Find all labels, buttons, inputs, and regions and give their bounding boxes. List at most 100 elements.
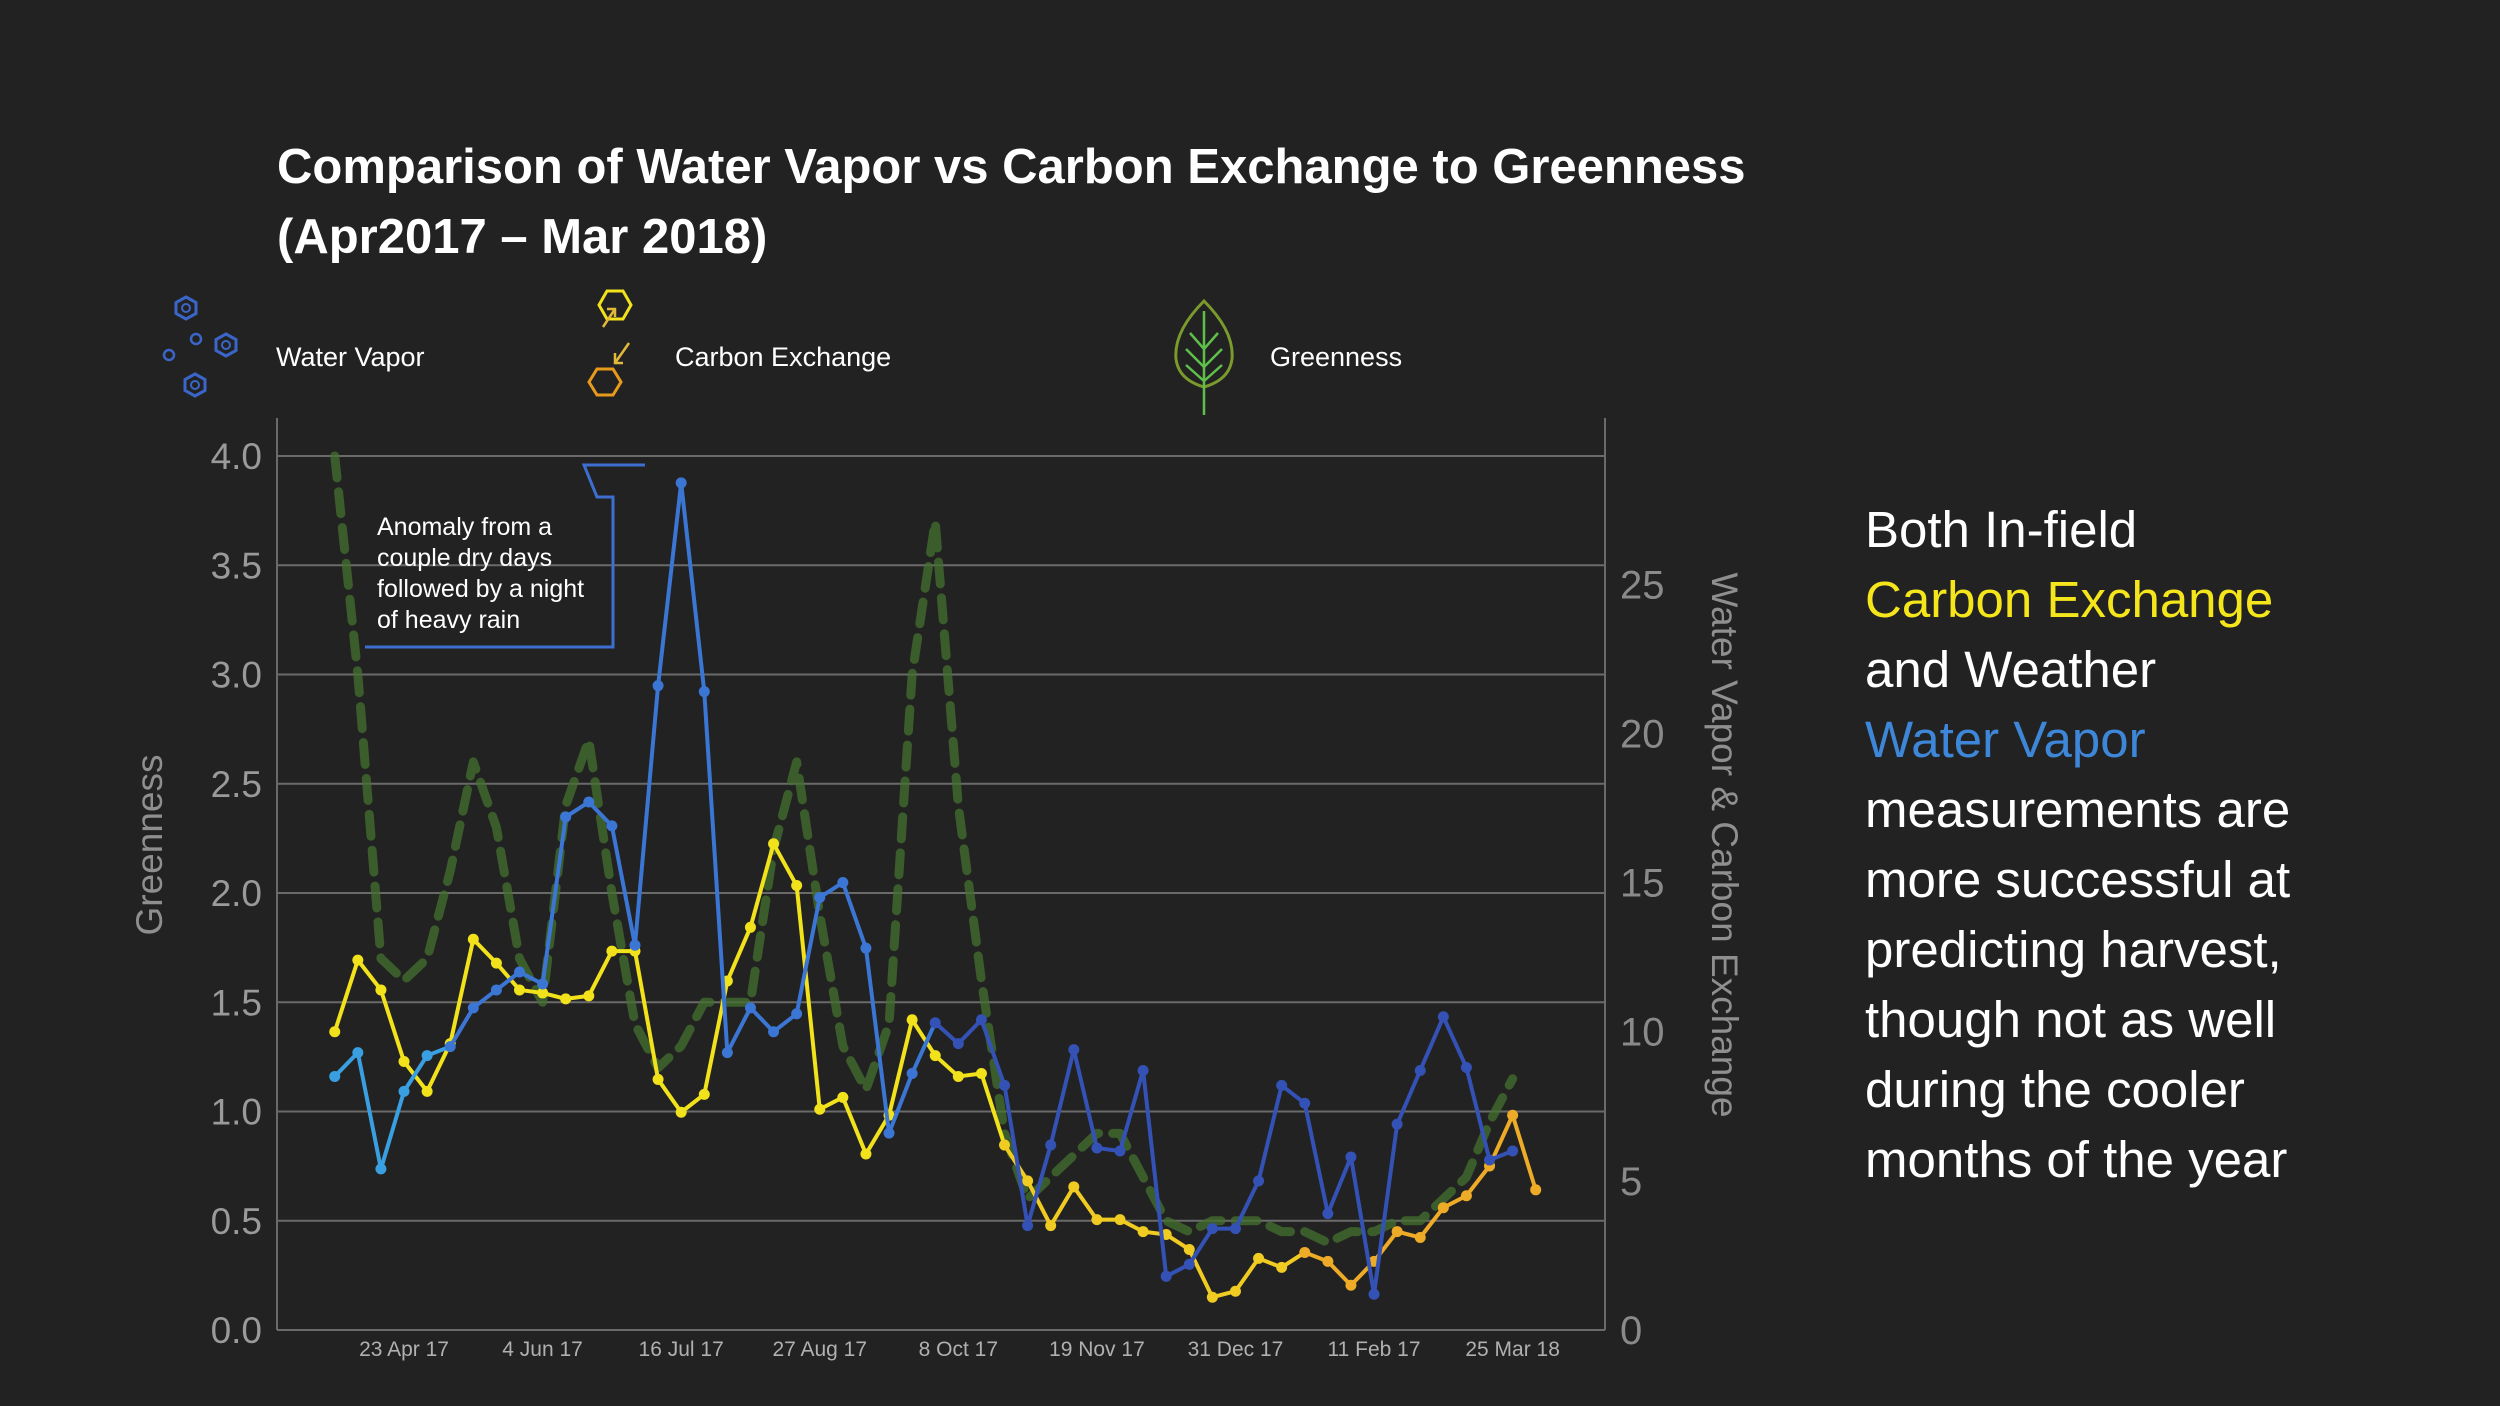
water-vapor-segment bbox=[1071, 1047, 1099, 1151]
annotation: Anomaly from a couple dry days followed … bbox=[365, 463, 645, 649]
water-vapor-segment bbox=[1464, 1065, 1492, 1162]
left-tick-label: 3.0 bbox=[211, 655, 262, 696]
carbon-exchange-point bbox=[837, 1091, 849, 1103]
water-vapor-point bbox=[1276, 1079, 1288, 1091]
water-vapor-point bbox=[1507, 1145, 1519, 1157]
water-vapor-segment bbox=[1418, 1014, 1446, 1073]
carbon-exchange-point bbox=[999, 1139, 1011, 1151]
side-note-line-7: predicting harvest, bbox=[1865, 921, 2282, 978]
water-vapor-point bbox=[675, 477, 687, 489]
water-vapor-segment bbox=[1141, 1068, 1169, 1279]
water-vapor-point bbox=[629, 939, 641, 951]
carbon-exchange-segment bbox=[840, 1095, 868, 1157]
water-vapor-point bbox=[1322, 1208, 1334, 1220]
right-axis-title: Water Vapor & Carbon Exchange bbox=[1704, 572, 1745, 1117]
right-tick-label: 0 bbox=[1620, 1309, 1642, 1353]
left-tick-label: 0.5 bbox=[211, 1201, 262, 1242]
legend-item-greenness: Greenness bbox=[1170, 298, 1470, 415]
water-vapor-segment bbox=[979, 1017, 1007, 1088]
water-vapor-segment bbox=[1117, 1068, 1146, 1154]
water-vapor-point bbox=[1114, 1145, 1126, 1157]
water-vapor-point bbox=[1229, 1223, 1241, 1235]
water-vapor-point bbox=[352, 1047, 364, 1059]
carbon-exchange-point bbox=[1229, 1285, 1241, 1297]
carbon-exchange-point bbox=[1460, 1190, 1472, 1202]
water-vapor-point bbox=[929, 1017, 941, 1029]
carbon-exchange-point bbox=[329, 1026, 341, 1038]
water-vapor-point bbox=[467, 1002, 479, 1014]
x-tick-labels: 23 Apr 17 4 Jun 17 16 Jul 17 27 Aug 17 8 Oct… bbox=[359, 1338, 1560, 1361]
annotation-line-2: couple dry days bbox=[377, 544, 552, 572]
water-vapor-point bbox=[952, 1038, 964, 1050]
carbon-exchange-segment bbox=[425, 1041, 453, 1094]
carbon-exchange-segment bbox=[1025, 1178, 1053, 1228]
carbon-exchange-segment bbox=[355, 958, 383, 992]
water-vapor-segment bbox=[402, 1053, 430, 1094]
x-tick-label: 31 Dec 17 bbox=[1188, 1338, 1284, 1361]
carbon-exchange-segment bbox=[1510, 1113, 1538, 1192]
water-vapor-point bbox=[1253, 1175, 1265, 1187]
carbon-exchange-segment bbox=[1048, 1184, 1076, 1228]
left-tick-label: 4.0 bbox=[211, 436, 262, 477]
carbon-exchange-segment bbox=[863, 1113, 892, 1157]
chart-title-line-1: Comparison of Water Vapor vs Carbon Exch… bbox=[277, 140, 1746, 194]
side-note-line-4: Water Vapor bbox=[1865, 711, 2146, 768]
water-vapor-point bbox=[1091, 1142, 1103, 1154]
carbon-exchange-segment bbox=[494, 961, 522, 992]
water-vapor-point bbox=[791, 1008, 803, 1020]
carbon-exchange-segment bbox=[471, 937, 499, 966]
carbon-exchange-point bbox=[1414, 1232, 1426, 1244]
side-note-line-5: measurements are bbox=[1865, 781, 2291, 838]
water-vapor-point bbox=[490, 984, 502, 996]
water-vapor-segment bbox=[1233, 1178, 1261, 1231]
carbon-exchange-point bbox=[1068, 1181, 1080, 1193]
water-vapor-point bbox=[1206, 1223, 1218, 1235]
water-vapor-segment bbox=[702, 689, 730, 1055]
water-vapor-point bbox=[1045, 1139, 1057, 1151]
right-tick-labels: 0 5 10 15 20 25 bbox=[1620, 563, 1665, 1353]
carbon-exchange-point bbox=[814, 1103, 826, 1115]
carbon-exchange-point bbox=[1391, 1226, 1403, 1238]
water-vapor-point bbox=[837, 877, 849, 889]
carbon-exchange-point bbox=[1322, 1255, 1334, 1267]
right-tick-label: 5 bbox=[1620, 1160, 1642, 1204]
right-tick-label: 25 bbox=[1620, 563, 1665, 607]
water-vapor-segment bbox=[378, 1089, 407, 1171]
carbon-exchange-point bbox=[1022, 1175, 1034, 1187]
water-vapor-point bbox=[1137, 1064, 1149, 1076]
water-vapor-point bbox=[1460, 1062, 1472, 1074]
leaf-icon bbox=[1174, 298, 1234, 415]
water-vapor-point bbox=[1391, 1118, 1403, 1130]
carbon-exchange-segment bbox=[632, 949, 661, 1082]
carbon-exchange-segment bbox=[656, 1077, 684, 1115]
water-vapor-segment bbox=[956, 1017, 984, 1046]
water-vapor-point bbox=[1484, 1154, 1496, 1166]
carbon-exchange-point bbox=[791, 880, 803, 892]
carbon-exchange-point bbox=[1206, 1291, 1218, 1303]
side-note-line-6: more successful at bbox=[1865, 851, 2291, 908]
x-tick-label: 4 Jun 17 bbox=[502, 1338, 583, 1361]
side-note-line-9: during the cooler bbox=[1865, 1061, 2245, 1118]
water-vapor-segment bbox=[1002, 1083, 1030, 1228]
carbon-exchange-segment bbox=[586, 949, 614, 998]
carbon-exchange-segment bbox=[725, 925, 753, 983]
water-vapor-point bbox=[1299, 1097, 1311, 1109]
carbon-exchange-segment bbox=[748, 841, 776, 930]
carbon-exchange-point bbox=[398, 1056, 410, 1068]
annotation-line-1: Anomaly from a bbox=[377, 513, 552, 541]
carbon-exchange-point bbox=[975, 1067, 987, 1079]
left-tick-label: 1.0 bbox=[211, 1092, 262, 1133]
carbon-exchange-segment bbox=[979, 1071, 1007, 1148]
water-vapor-point bbox=[744, 1002, 756, 1014]
carbon-exchange-segment bbox=[771, 841, 799, 888]
left-tick-label: 1.5 bbox=[211, 982, 262, 1023]
x-tick-label: 27 Aug 17 bbox=[772, 1338, 867, 1361]
water-vapor-point bbox=[1068, 1044, 1080, 1056]
carbon-exchange-point bbox=[1183, 1243, 1195, 1255]
water-vapor-point bbox=[883, 1127, 895, 1139]
water-vapor-point bbox=[721, 1047, 733, 1059]
carbon-exchange-segment bbox=[887, 1017, 915, 1118]
legend-item-water-vapor: Water Vapor bbox=[160, 295, 460, 398]
annotation-callout-line bbox=[365, 463, 645, 649]
